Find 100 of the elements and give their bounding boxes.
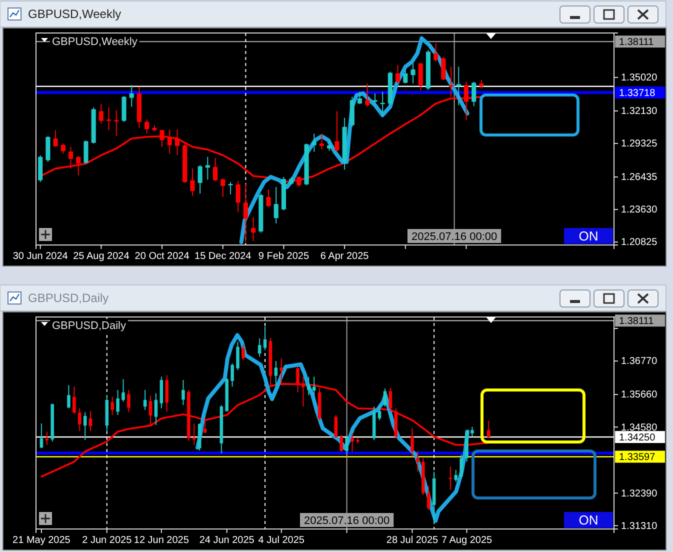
candlestick	[160, 128, 164, 148]
candlestick	[38, 154, 43, 183]
annotation: ON	[578, 512, 598, 528]
candlestick	[72, 386, 76, 414]
candlestick	[84, 140, 88, 164]
candlestick	[418, 62, 423, 91]
candlestick	[396, 64, 400, 84]
candlestick	[448, 466, 452, 490]
candlestick	[441, 56, 446, 81]
candlestick	[274, 360, 278, 386]
candlestick	[122, 378, 125, 402]
candlestick	[212, 157, 218, 182]
chart-title: GBPUSD,Daily	[28, 291, 109, 305]
candlestick	[319, 133, 324, 150]
candlestick	[53, 130, 58, 148]
y-tick-label: 1.26435	[621, 172, 658, 184]
x-tick-label: 15 Dec 2024	[194, 251, 252, 262]
x-tick-label: 7 Aug 2025	[441, 535, 493, 546]
candlestick	[46, 136, 50, 162]
candlestick	[144, 119, 150, 134]
y-tick-label: 1.23630	[621, 204, 658, 216]
annotation: ON	[578, 228, 598, 244]
candlestick	[266, 189, 271, 208]
ref-line-label: 1.38111	[619, 37, 654, 48]
chart-title: GBPUSD,Daily	[52, 320, 126, 332]
candlestick	[410, 62, 416, 84]
candlestick	[160, 376, 164, 409]
candlestick	[410, 428, 414, 458]
candlestick	[426, 486, 430, 510]
candlestick	[334, 414, 338, 439]
x-tick-label: 25 Aug 2024	[73, 251, 130, 262]
candlestick	[243, 183, 248, 243]
y-tick-label: 1.36770	[621, 356, 658, 368]
y-tick-label: 1.29325	[621, 138, 658, 150]
candlestick	[236, 180, 240, 213]
candlestick	[67, 384, 70, 409]
candlestick	[258, 338, 262, 358]
candlestick	[83, 412, 87, 441]
candlestick	[230, 362, 234, 388]
candlestick	[198, 164, 202, 194]
ref-line-label: 1.38111	[619, 316, 654, 328]
chart-title: GBPUSD,Weekly	[28, 7, 122, 21]
ref-line-label: 2025.07.16 00:00	[304, 515, 390, 527]
candlestick	[192, 422, 196, 446]
candlestick	[68, 146, 74, 170]
candlestick	[167, 128, 172, 154]
y-tick-label: 1.35660	[621, 390, 658, 401]
y-tick-label: 1.31310	[621, 520, 658, 532]
candlestick	[434, 42, 438, 62]
candlestick	[350, 432, 354, 452]
candlestick	[165, 374, 169, 412]
candlestick	[143, 389, 147, 410]
candlestick	[312, 376, 316, 396]
candlestick	[365, 82, 370, 108]
x-tick-label: 4 Jul 2025	[258, 535, 305, 546]
candlestick	[470, 426, 474, 438]
candlestick	[40, 422, 44, 449]
x-tick-label: 12 Jun 2025	[134, 535, 190, 546]
candlestick	[274, 186, 278, 224]
x-tick-label: 20 Oct 2024	[134, 251, 190, 262]
candlestick	[127, 389, 130, 413]
candlestick	[340, 434, 343, 452]
candlestick	[45, 431, 49, 446]
chart-title: GBPUSD,Weekly	[52, 36, 138, 48]
x-tick-label: 28 Jul 2025	[386, 535, 439, 546]
candlestick	[190, 168, 195, 196]
ref-line-label: 2025.07.16 00:00	[411, 231, 498, 243]
y-tick-label: 1.32390	[621, 488, 658, 500]
y-tick-label: 1.35020	[621, 72, 658, 84]
candlestick	[148, 395, 152, 426]
candlestick	[98, 104, 104, 124]
candlestick	[345, 436, 348, 453]
candlestick	[154, 392, 158, 426]
candlestick	[205, 156, 210, 180]
candlestick	[403, 70, 408, 84]
y-tick-label: 1.20825	[621, 237, 658, 248]
candlestick	[378, 404, 382, 421]
candlestick	[129, 84, 134, 108]
candlestick	[334, 110, 340, 152]
candlestick	[228, 182, 233, 195]
x-tick-label: 9 Feb 2025	[258, 251, 310, 262]
candlestick	[220, 178, 226, 198]
candlestick	[116, 389, 120, 416]
ref-line-label: 1.33718	[619, 88, 656, 100]
candlestick	[110, 396, 114, 416]
candlestick	[78, 408, 82, 432]
ref-line-label: 1.34250	[619, 432, 656, 444]
candlestick	[460, 454, 463, 479]
candlestick	[307, 376, 310, 396]
candlestick	[236, 341, 240, 371]
candlestick	[76, 156, 81, 176]
candlestick	[388, 387, 392, 412]
x-tick-label: 21 May 2025	[12, 535, 71, 546]
candlestick	[312, 133, 316, 152]
candlestick	[486, 420, 490, 439]
candlestick	[472, 81, 476, 107]
candlestick	[106, 106, 112, 131]
candlestick	[372, 92, 378, 106]
candlestick	[182, 380, 185, 406]
candlestick	[357, 91, 362, 105]
